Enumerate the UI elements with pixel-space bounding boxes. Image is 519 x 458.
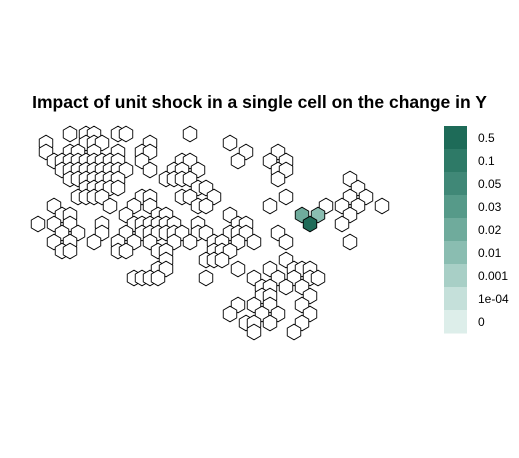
hex-cell: [150, 269, 166, 287]
hex-cell: [62, 125, 78, 143]
hex-cell: [230, 152, 246, 170]
legend: 0.5 0.1 0.05 0.03 0.02 0.01 0.001 1e-04 0: [444, 126, 509, 334]
hex-cell: [246, 323, 262, 341]
legend-label: 0.03: [478, 200, 502, 214]
hex-cell: [102, 197, 118, 215]
legend-label: 0: [478, 315, 485, 329]
hex-cell: [270, 170, 286, 188]
chart-title: Impact of unit shock in a single cell on…: [32, 92, 487, 112]
hex-cell: [214, 251, 230, 269]
legend-swatch: [444, 241, 467, 265]
hex-cell: [198, 197, 214, 215]
hex-cell: [118, 125, 134, 143]
hex-cell: [310, 269, 326, 287]
hex-cell: [262, 197, 278, 215]
legend-label: 0.02: [478, 223, 502, 237]
hex-cell: [222, 134, 238, 152]
hex-grid: [30, 125, 390, 341]
legend-swatch: [444, 218, 467, 242]
hex-cell: [246, 233, 262, 251]
legend-swatch: [444, 126, 467, 150]
hex-cell: [86, 233, 102, 251]
legend-swatch: [444, 149, 467, 173]
hex-cell: [342, 233, 358, 251]
hex-cell: [374, 197, 390, 215]
hex-cell: [262, 314, 278, 332]
hex-cell-shaded: [302, 215, 318, 233]
hex-cell: [182, 233, 198, 251]
legend-label: 0.05: [478, 177, 502, 191]
legend-label: 0.1: [478, 154, 495, 168]
legend-swatch: [444, 310, 467, 334]
legend-swatch: [444, 287, 467, 311]
hex-cell: [286, 323, 302, 341]
hex-cell: [62, 242, 78, 260]
hex-cell: [334, 215, 350, 233]
legend-label: 0.01: [478, 246, 502, 260]
legend-label: 0.001: [478, 269, 508, 283]
legend-swatch: [444, 264, 467, 288]
legend-swatch: [444, 172, 467, 196]
hex-cell: [30, 215, 46, 233]
legend-label: 0.5: [478, 131, 495, 145]
hex-cell: [278, 188, 294, 206]
legend-label: 1e-04: [478, 292, 509, 306]
hex-cell: [110, 179, 126, 197]
hex-cell: [278, 233, 294, 251]
hex-cell: [142, 161, 158, 179]
hex-cell: [222, 305, 238, 323]
hex-cell: [198, 269, 214, 287]
hex-cell: [230, 260, 246, 278]
hex-cell: [278, 278, 294, 296]
legend-swatch: [444, 195, 467, 219]
hex-cell: [118, 242, 134, 260]
hex-cell: [182, 125, 198, 143]
